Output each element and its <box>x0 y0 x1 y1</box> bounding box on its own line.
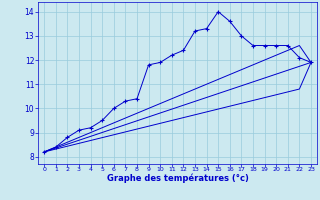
X-axis label: Graphe des températures (°c): Graphe des températures (°c) <box>107 174 249 183</box>
